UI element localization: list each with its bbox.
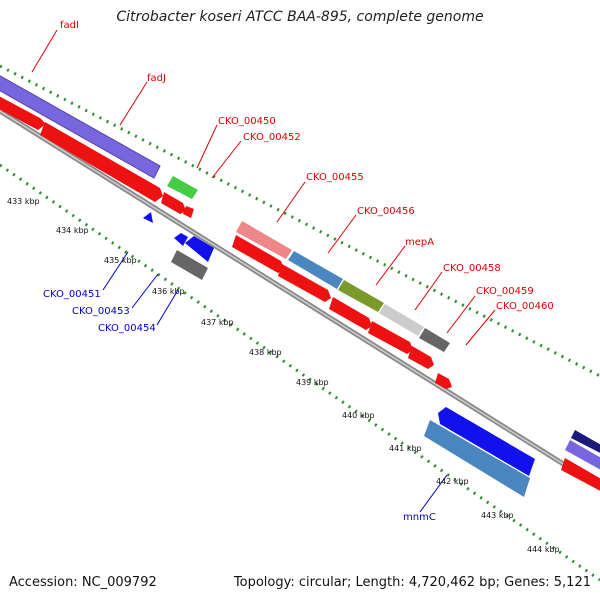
- tick-label: 438 kbp: [249, 348, 282, 357]
- callout-CKO_00459: [446, 295, 476, 334]
- callout-CKO_00456: [327, 214, 357, 254]
- tick-labels: 433 kbp 434 kbp 435 kbp 436 kbp 437 kbp 438 k…: [7, 197, 560, 554]
- tick-label: 443 kbp: [481, 511, 514, 520]
- cds-arrow-CKO_00452: [183, 206, 194, 218]
- tick-label: 439 kbp: [296, 378, 329, 387]
- reverse-callouts: [102, 251, 448, 513]
- callout-CKO_00455: [276, 181, 306, 223]
- tick-label: 435 kbp: [104, 256, 137, 265]
- feature-mnmC-block: [424, 420, 530, 497]
- gene-label-fadI: fadI: [60, 20, 79, 31]
- gene-label-CKO_00452: CKO_00452: [243, 132, 301, 143]
- accession-text: Accession: NC_009792: [9, 575, 157, 590]
- cds-arrow-right: [561, 458, 600, 491]
- feature-CKO_00450-block: [167, 176, 198, 199]
- gene-label-CKO_00460: CKO_00460: [496, 301, 554, 312]
- inner-tick-ring: [0, 163, 600, 582]
- feature-right-purple-block: [565, 440, 600, 470]
- callout-CKO_00451: [102, 251, 129, 291]
- feature-CKO_00458-block: [379, 304, 424, 336]
- feature-CKO_00455-block: [236, 221, 292, 259]
- feature-right-navy-block: [571, 430, 600, 453]
- gene-labels: fadI fadJ CKO_00450 CKO_00452 CKO_00455 CKO_0…: [43, 20, 554, 523]
- tick-label: 441 kbp: [389, 444, 422, 453]
- tick-label: 440 kbp: [342, 411, 375, 420]
- cds-arrow-CKO_00455: [232, 235, 284, 273]
- callout-CKO_00450: [196, 124, 218, 169]
- cds-arrow-CKO_00456: [278, 264, 331, 302]
- feature-CKO_00454-block: [171, 250, 208, 280]
- genome-backbone-highlight: [0, 110, 600, 488]
- gene-label-CKO_00453: CKO_00453: [72, 306, 130, 317]
- callout-mnmC: [419, 474, 448, 513]
- callout-fadI: [31, 29, 58, 73]
- gene-label-CKO_00456: CKO_00456: [357, 206, 415, 217]
- outer-tick-ring: [0, 64, 600, 378]
- cds-arrow-CKO_00459: [408, 346, 434, 369]
- tick-label: 436 kbp: [152, 287, 185, 296]
- gene-label-CKO_00454: CKO_00454: [98, 323, 156, 334]
- callout-CKO_00458: [414, 271, 443, 311]
- gene-label-mepA: mepA: [405, 237, 434, 248]
- gene-label-CKO_00455: CKO_00455: [306, 172, 364, 183]
- cds-arrow-CKO_00451: [143, 212, 153, 223]
- cds-arrow-CKO_00460: [435, 373, 452, 389]
- feature-mepA-block: [338, 280, 384, 312]
- cds-arrow-CKO_00450: [161, 192, 186, 214]
- summary-text: Topology: circular; Length: 4,720,462 bp…: [233, 575, 591, 590]
- feature-track-upper: [0, 75, 600, 470]
- gene-label-fadJ: fadJ: [147, 73, 166, 84]
- tick-label: 444 kbp: [527, 545, 560, 554]
- forward-callouts: [31, 29, 496, 346]
- callout-CKO_00454: [156, 289, 179, 326]
- feature-fadI-block: [0, 75, 161, 179]
- cds-arrow-fadJ: [40, 122, 163, 202]
- tick-label: 433 kbp: [7, 197, 40, 206]
- tick-label: 434 kbp: [56, 226, 89, 235]
- cds-arrow-CKO_00458: [368, 321, 413, 354]
- feature-CKO_00456-block: [288, 251, 343, 289]
- cds-arrow-mepA: [329, 297, 372, 330]
- feature-CKO_00460-block: [419, 328, 450, 352]
- cds-arrow-fadI: [0, 96, 46, 130]
- map-title: Citrobacter koseri ATCC BAA-895, complet…: [116, 9, 484, 25]
- callout-CKO_00460: [465, 309, 496, 346]
- callout-CKO_00452: [211, 140, 242, 179]
- callout-fadJ: [119, 81, 148, 126]
- callout-mepA: [375, 245, 406, 286]
- cds-arrow-mnmC: [438, 407, 535, 476]
- gene-label-CKO_00450: CKO_00450: [218, 116, 276, 127]
- tick-label: 442 kbp: [436, 477, 469, 486]
- reverse-cds-track: [143, 212, 535, 497]
- tick-label: 437 kbp: [201, 318, 234, 327]
- callout-CKO_00453: [131, 273, 159, 309]
- gene-label-CKO_00451: CKO_00451: [43, 289, 101, 300]
- gene-label-CKO_00459: CKO_00459: [476, 286, 534, 297]
- cds-arrow-CKO_00453: [185, 236, 214, 262]
- cds-arrow-CKO_00453-small: [174, 233, 188, 246]
- forward-cds-track: [0, 96, 600, 491]
- gene-label-CKO_00458: CKO_00458: [443, 263, 501, 274]
- gene-label-mnmC: mnmC: [403, 512, 436, 523]
